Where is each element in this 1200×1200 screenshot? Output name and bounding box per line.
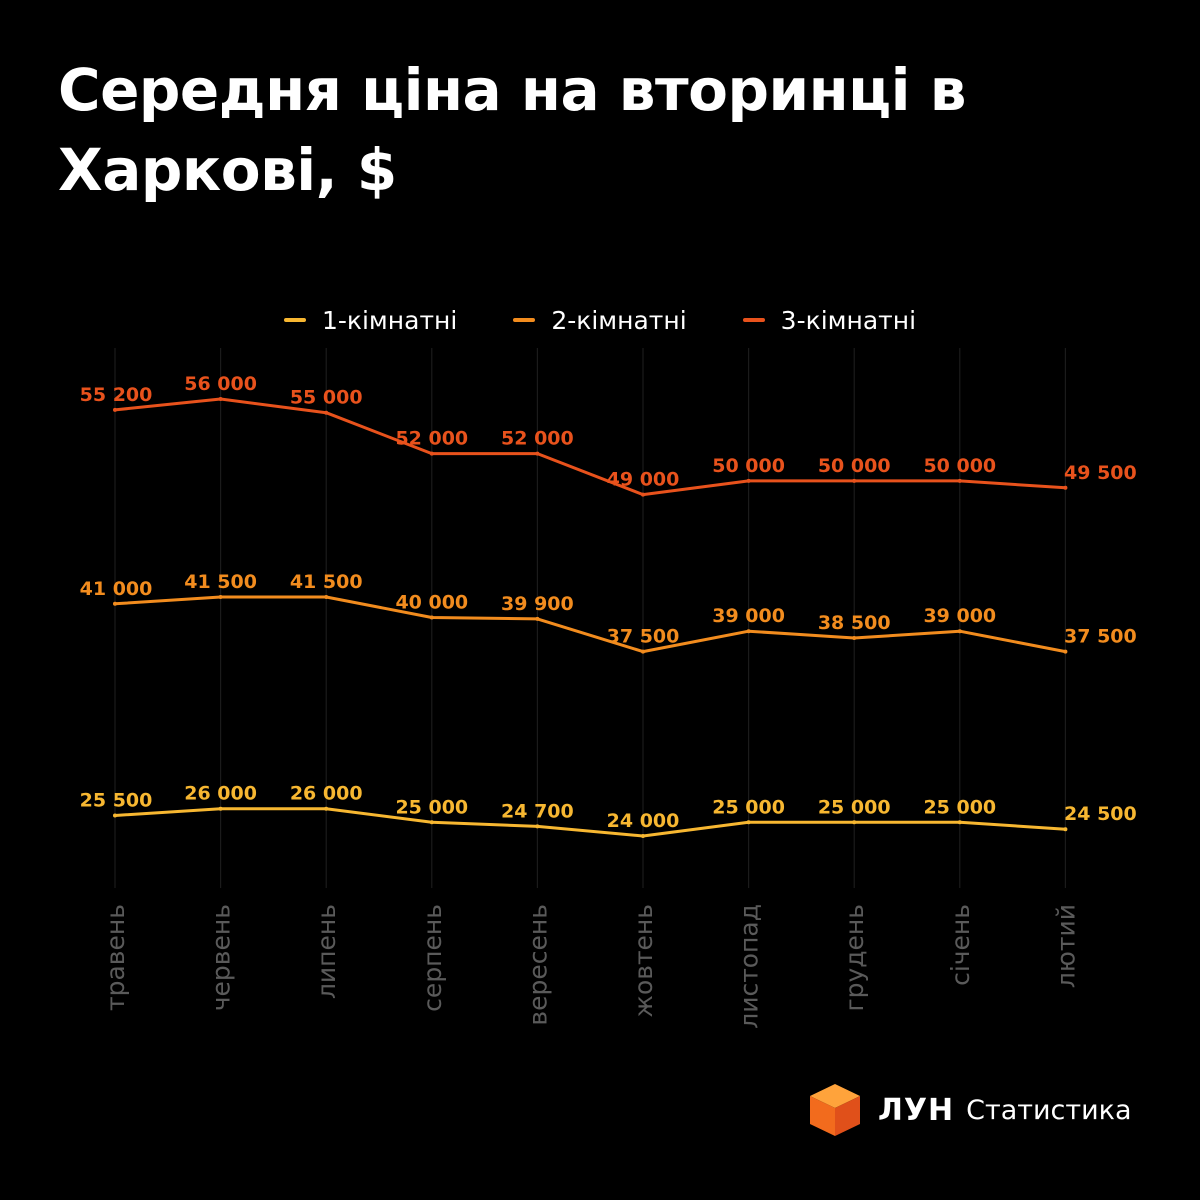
brand-name: ЛУН	[878, 1092, 955, 1128]
legend-label: 2-кімнатні	[551, 305, 687, 335]
data-label: 55 200	[80, 384, 153, 406]
data-label: 50 000	[923, 455, 996, 477]
data-label: 41 500	[184, 571, 257, 593]
data-label: 25 000	[818, 796, 891, 818]
data-label: 39 000	[712, 605, 785, 627]
legend-label: 1-кімнатні	[321, 305, 458, 335]
data-label: 49 000	[607, 469, 680, 491]
legend-swatch	[742, 318, 765, 322]
data-label: 37 500	[607, 626, 680, 648]
data-label: 24 000	[607, 810, 680, 832]
data-label: 55 000	[290, 387, 363, 409]
data-point	[957, 478, 962, 483]
series-line	[113, 595, 1067, 654]
data-point	[957, 820, 962, 825]
x-tick-label: грудень	[840, 904, 869, 1012]
data-point	[324, 595, 329, 599]
x-tick-label: травень	[101, 904, 130, 1011]
data-label: 56 000	[184, 373, 257, 395]
data-point	[746, 478, 751, 483]
legend-item: 1-кімнатні	[283, 305, 458, 335]
data-point	[1063, 649, 1068, 654]
data-point	[324, 806, 329, 811]
x-tick-label: жовтень	[629, 904, 658, 1018]
data-label: 39 000	[923, 605, 996, 627]
x-tick-label: вересень	[523, 904, 552, 1026]
data-label: 50 000	[712, 455, 785, 477]
x-tick-label: червень	[207, 904, 236, 1011]
data-point	[113, 813, 117, 818]
data-label: 38 500	[818, 612, 891, 634]
data-label: 52 000	[501, 428, 574, 450]
chart-legend: 1-кімнатні 2-кімнатні 3-кімнатні	[0, 300, 1200, 340]
x-tick-label: серпень	[418, 904, 447, 1012]
data-label: 26 000	[184, 783, 257, 805]
data-label: 24 700	[501, 800, 574, 822]
data-point	[957, 629, 962, 634]
data-point	[113, 407, 117, 412]
data-label: 40 000	[395, 592, 468, 614]
chart-title: Середня ціна на вторинці в Харкові, $	[58, 56, 966, 204]
data-point	[746, 629, 751, 634]
data-point	[641, 834, 645, 838]
data-label: 25 000	[923, 796, 996, 818]
x-tick-label: липень	[312, 904, 341, 999]
data-label: 41 000	[80, 578, 153, 600]
data-label: 26 000	[290, 783, 363, 805]
data-point	[218, 595, 223, 599]
data-point	[429, 615, 434, 620]
data-point	[641, 492, 645, 497]
brand-logo: ЛУН Статистика	[808, 1080, 1132, 1140]
legend-label: 3-кімнатні	[780, 305, 917, 335]
legend-item: 3-кімнатні	[742, 305, 917, 335]
data-label: 24 500	[1064, 803, 1137, 825]
data-point	[429, 820, 434, 825]
series-line	[113, 807, 1067, 838]
data-point	[535, 824, 540, 829]
data-label: 50 000	[818, 455, 891, 477]
legend-swatch	[513, 318, 536, 322]
legend-item: 2-кімнатні	[513, 305, 687, 335]
data-label: 25 500	[80, 790, 153, 812]
series-line	[113, 397, 1067, 497]
cube-logo-icon	[810, 1084, 860, 1136]
data-label: 49 500	[1064, 462, 1137, 484]
data-point	[429, 451, 434, 456]
data-point	[324, 410, 329, 415]
data-label: 39 900	[501, 593, 574, 615]
x-tick-label: листопад	[735, 904, 764, 1029]
brand-subtitle: Статистика	[966, 1094, 1132, 1126]
data-point	[113, 601, 117, 606]
data-label: 52 000	[395, 428, 468, 450]
data-point	[1063, 827, 1068, 832]
data-label: 41 500	[290, 571, 363, 593]
data-point	[535, 451, 540, 456]
legend-swatch	[283, 318, 306, 322]
data-point	[641, 649, 645, 654]
data-point	[852, 636, 857, 640]
data-label: 25 000	[395, 796, 468, 818]
data-point	[218, 397, 223, 401]
x-tick-label: січень	[946, 904, 975, 986]
data-point	[1063, 485, 1068, 490]
data-point	[218, 806, 223, 811]
data-point	[746, 820, 751, 825]
data-point	[852, 820, 857, 825]
data-point	[535, 616, 540, 621]
data-point	[852, 478, 857, 483]
data-label: 25 000	[712, 796, 785, 818]
data-label: 37 500	[1064, 626, 1137, 648]
x-tick-label: лютий	[1051, 904, 1080, 988]
